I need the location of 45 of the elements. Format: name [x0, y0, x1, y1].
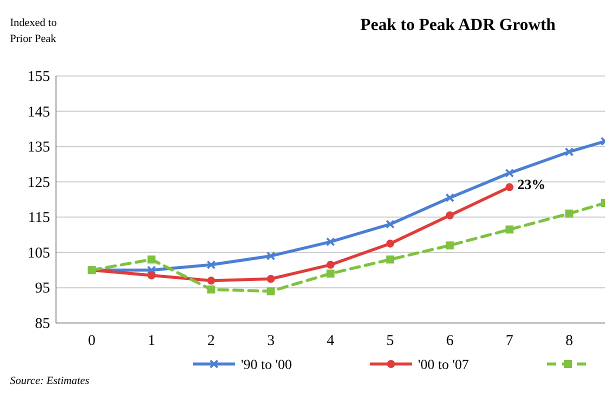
- y-axis-title: Indexed to Prior Peak: [10, 17, 58, 45]
- x-tick-label: 6: [446, 333, 454, 349]
- y-tick-label: 145: [28, 104, 50, 120]
- y-tick-label: 85: [35, 316, 50, 332]
- point: [266, 287, 275, 296]
- point: [564, 147, 574, 156]
- source-note: Source: Estimates: [10, 375, 90, 387]
- chart-title: Peak to Peak ADR Growth: [360, 15, 556, 34]
- legend-label: '00 to '07: [418, 358, 469, 373]
- point: [505, 168, 514, 178]
- y-tick-label: 155: [28, 69, 50, 85]
- y-tick-label: 125: [28, 174, 50, 191]
- point: [386, 220, 395, 229]
- point: [326, 237, 335, 246]
- x-tick-label: 3: [267, 333, 275, 349]
- point: [207, 285, 216, 294]
- point: [266, 251, 276, 260]
- x-tick-label: 7: [506, 333, 514, 349]
- y-tick-label: 135: [28, 140, 50, 156]
- x-tick-label: 0: [88, 333, 96, 349]
- legend-label: '90 to '00: [241, 358, 292, 373]
- point: [147, 271, 156, 280]
- y-tick-label: 95: [35, 280, 50, 297]
- point: [506, 225, 514, 234]
- x-tick-label: 1: [148, 333, 156, 349]
- point: [565, 210, 574, 218]
- x-tick-label: 5: [386, 333, 394, 349]
- point: [506, 183, 514, 192]
- y-tick-label: 105: [28, 245, 50, 262]
- point: [386, 240, 394, 248]
- y-tick-label: 115: [28, 210, 50, 226]
- x-tick-label: 2: [207, 333, 215, 349]
- point: [386, 255, 394, 264]
- point: [445, 193, 454, 202]
- point: [147, 255, 156, 264]
- point: [266, 274, 275, 283]
- point: [326, 260, 334, 269]
- point: [326, 270, 334, 278]
- point: [207, 276, 216, 285]
- point: [206, 260, 216, 270]
- annotation: 23%: [518, 178, 546, 194]
- point: [446, 211, 454, 220]
- point: [446, 241, 454, 250]
- x-tick-label: 4: [326, 333, 335, 349]
- x-tick-label: 8: [565, 333, 573, 349]
